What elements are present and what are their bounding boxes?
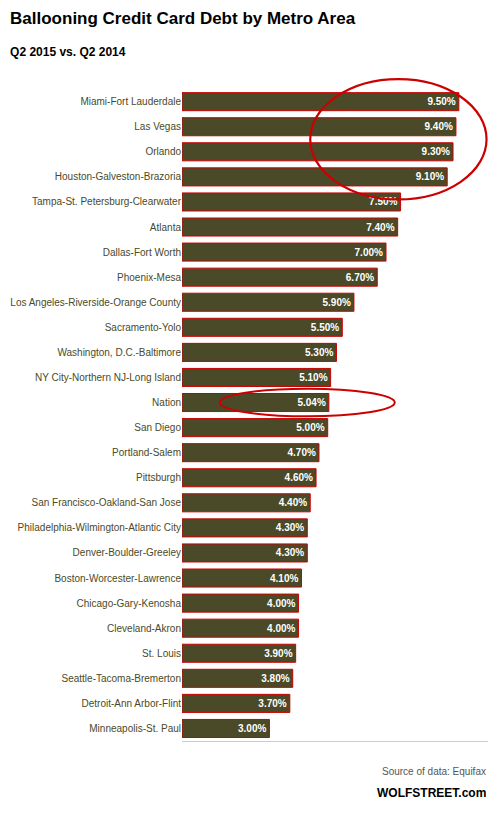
svg-text:WOLFSTREET.com: WOLFSTREET.com	[377, 786, 486, 800]
svg-text:7.00%: 7.00%	[355, 247, 383, 258]
svg-text:Pittsburgh: Pittsburgh	[136, 472, 181, 483]
svg-text:Orlando: Orlando	[145, 146, 181, 157]
svg-text:5.50%: 5.50%	[311, 322, 339, 333]
svg-text:4.00%: 4.00%	[267, 598, 295, 609]
svg-text:4.70%: 4.70%	[288, 447, 316, 458]
svg-text:Miami-Fort Lauderdale: Miami-Fort Lauderdale	[80, 96, 181, 107]
svg-text:Washington, D.C.-Baltimore: Washington, D.C.-Baltimore	[57, 347, 181, 358]
svg-text:Los Angeles-Riverside-Orange C: Los Angeles-Riverside-Orange County	[10, 297, 181, 308]
svg-text:Minneapolis-St. Paul: Minneapolis-St. Paul	[89, 723, 181, 734]
svg-text:Atlanta: Atlanta	[150, 222, 182, 233]
svg-text:5.30%: 5.30%	[305, 347, 333, 358]
svg-text:5.04%: 5.04%	[297, 397, 325, 408]
svg-text:5.90%: 5.90%	[322, 297, 350, 308]
svg-text:San Francisco-Oakland-San Jose: San Francisco-Oakland-San Jose	[31, 497, 181, 508]
svg-text:Phoenix-Mesa: Phoenix-Mesa	[117, 272, 181, 283]
svg-text:Houston-Galveston-Brazoria: Houston-Galveston-Brazoria	[55, 171, 182, 182]
svg-text:Sacramento-Yolo: Sacramento-Yolo	[105, 322, 182, 333]
svg-text:3.70%: 3.70%	[258, 698, 286, 709]
svg-text:Seattle-Tacoma-Bremerton: Seattle-Tacoma-Bremerton	[62, 673, 182, 684]
svg-text:NY City-Northern NJ-Long Islan: NY City-Northern NJ-Long Island	[35, 372, 181, 383]
svg-text:3.00%: 3.00%	[238, 723, 266, 734]
svg-text:Tampa-St. Petersburg-Clearwate: Tampa-St. Petersburg-Clearwater	[32, 196, 182, 207]
svg-text:3.80%: 3.80%	[261, 673, 289, 684]
svg-text:Source of data: Equifax: Source of data: Equifax	[382, 766, 486, 777]
svg-text:Dallas-Fort Worth: Dallas-Fort Worth	[103, 247, 181, 258]
svg-text:Detroit-Ann Arbor-Flint: Detroit-Ann Arbor-Flint	[82, 698, 182, 709]
svg-text:4.30%: 4.30%	[276, 522, 304, 533]
svg-text:4.00%: 4.00%	[267, 623, 295, 634]
svg-text:5.10%: 5.10%	[299, 372, 327, 383]
svg-text:4.40%: 4.40%	[279, 497, 307, 508]
svg-text:5.00%: 5.00%	[296, 422, 324, 433]
svg-text:St. Louis: St. Louis	[142, 648, 181, 659]
svg-text:7.50%: 7.50%	[369, 196, 397, 207]
svg-text:Ballooning Credit Card Debt by: Ballooning Credit Card Debt by Metro Are…	[10, 9, 356, 28]
svg-text:4.30%: 4.30%	[276, 547, 304, 558]
svg-text:Chicago-Gary-Kenosha: Chicago-Gary-Kenosha	[77, 598, 182, 609]
svg-text:4.60%: 4.60%	[285, 472, 313, 483]
svg-text:Denver-Boulder-Greeley: Denver-Boulder-Greeley	[73, 547, 181, 558]
svg-text:Q2 2015 vs. Q2 2014: Q2 2015 vs. Q2 2014	[10, 45, 126, 59]
svg-text:4.10%: 4.10%	[270, 573, 298, 584]
svg-text:Las Vegas: Las Vegas	[134, 121, 181, 132]
svg-text:9.40%: 9.40%	[424, 121, 452, 132]
svg-text:San Diego: San Diego	[134, 422, 181, 433]
svg-text:Boston-Worcester-Lawrence: Boston-Worcester-Lawrence	[54, 573, 181, 584]
svg-text:9.10%: 9.10%	[416, 171, 444, 182]
svg-text:9.50%: 9.50%	[427, 96, 455, 107]
svg-text:6.70%: 6.70%	[346, 272, 374, 283]
svg-text:9.30%: 9.30%	[422, 146, 450, 157]
svg-text:7.40%: 7.40%	[366, 222, 394, 233]
svg-text:3.90%: 3.90%	[264, 648, 292, 659]
svg-text:Philadelphia-Wilmington-Atlant: Philadelphia-Wilmington-Atlantic City	[18, 522, 181, 533]
svg-text:Nation: Nation	[152, 397, 181, 408]
svg-text:Cleveland-Akron: Cleveland-Akron	[107, 623, 181, 634]
svg-text:Portland-Salem: Portland-Salem	[112, 447, 181, 458]
